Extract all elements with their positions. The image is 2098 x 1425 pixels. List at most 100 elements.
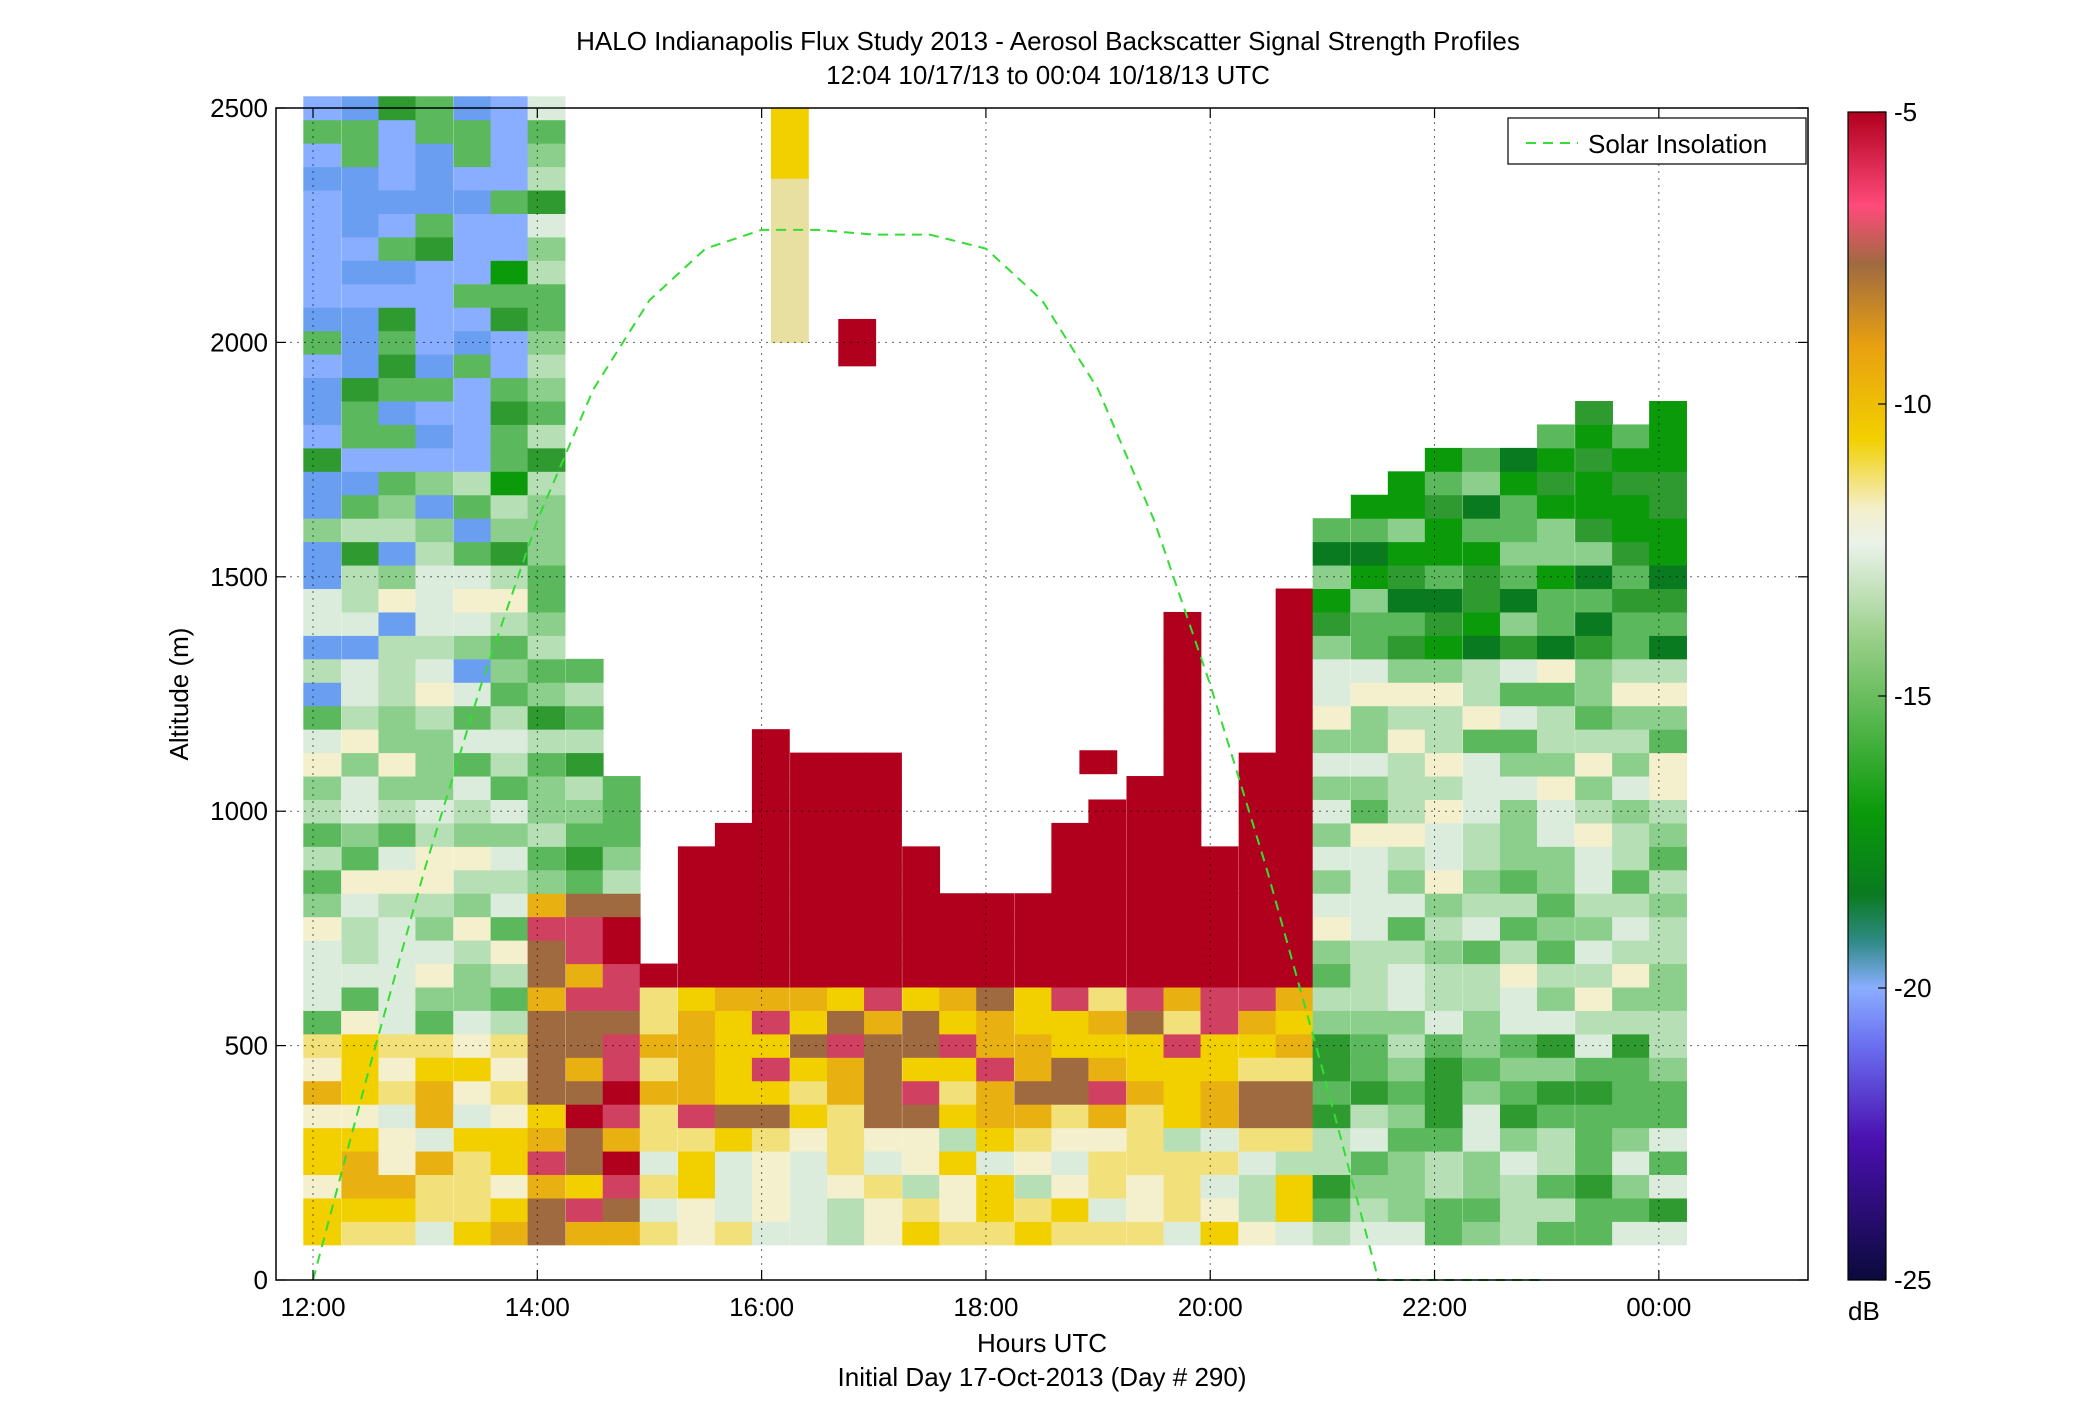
heatmap-cell [751, 1057, 790, 1082]
heatmap-cell [527, 799, 566, 824]
heatmap-cell [565, 705, 604, 730]
heatmap-cell [827, 752, 865, 777]
heatmap-cell [453, 471, 492, 496]
heatmap-cell [790, 963, 828, 988]
heatmap-cell [714, 1197, 753, 1222]
heatmap-cell [902, 916, 941, 941]
heatmap-cell [415, 236, 454, 261]
heatmap-cell [1575, 658, 1613, 683]
heatmap-cell [1200, 987, 1239, 1011]
heatmap-cell [1312, 799, 1351, 824]
heatmap-cell [602, 916, 641, 941]
heatmap-cell [751, 869, 790, 894]
heatmap-cell [490, 776, 529, 800]
heatmap-cell [1499, 752, 1538, 777]
heatmap-cell [453, 447, 492, 472]
heatmap-cell [602, 869, 641, 894]
heatmap-cell [1575, 1197, 1613, 1222]
heatmap-cell [1200, 846, 1239, 871]
heatmap-cell [902, 1127, 941, 1152]
heatmap-cell [1424, 916, 1463, 941]
heatmap-cell [1088, 822, 1127, 847]
heatmap-cell [1536, 705, 1575, 730]
heatmap-cell [527, 447, 566, 472]
heatmap-cell [714, 1104, 753, 1129]
heatmap-cell [1387, 565, 1426, 590]
heatmap-cell [341, 1174, 380, 1199]
heatmap-cell [602, 1174, 641, 1199]
colorbar-tick-label: -25 [1894, 1265, 1932, 1295]
heatmap-cell [976, 940, 1015, 965]
heatmap-cell [1350, 611, 1389, 636]
heatmap-cell [1238, 752, 1277, 777]
heatmap-cell [1462, 776, 1501, 800]
heatmap-cell [453, 682, 492, 707]
heatmap-cell [864, 1151, 902, 1176]
heatmap-cell [1312, 963, 1351, 988]
x-axis-label: Hours UTC [977, 1328, 1107, 1358]
heatmap-cell [1238, 893, 1277, 918]
heatmap-cell [1649, 1010, 1687, 1035]
heatmap-cell [827, 1010, 865, 1035]
heatmap-cell [415, 401, 454, 425]
heatmap-cell [602, 1080, 641, 1105]
heatmap-cell [1649, 752, 1687, 777]
heatmap-cell [303, 401, 342, 425]
heatmap-cell [1051, 1104, 1090, 1129]
heatmap-cell [1312, 1174, 1351, 1199]
heatmap-cell [639, 1104, 678, 1129]
heatmap-cell [1126, 1104, 1165, 1129]
heatmap-cell [303, 705, 342, 730]
heatmap-cell [1350, 1104, 1389, 1129]
heatmap-cell [1536, 729, 1575, 754]
heatmap-cell [1163, 752, 1202, 777]
heatmap-cell [751, 963, 790, 988]
heatmap-cell [1387, 1080, 1426, 1105]
heatmap-cell [1575, 752, 1613, 777]
heatmap-cell [453, 705, 492, 730]
heatmap-cell [1200, 1127, 1239, 1152]
heatmap-cell [1424, 1033, 1463, 1058]
heatmap-cell [1275, 705, 1314, 730]
heatmap-cell [864, 940, 902, 965]
heatmap-cell [1612, 987, 1650, 1011]
heatmap-cell [453, 494, 492, 519]
heatmap-cell [378, 190, 417, 214]
heatmap-cell [1126, 1010, 1165, 1035]
heatmap-cell [527, 635, 566, 660]
heatmap-cell [1275, 1127, 1314, 1152]
heatmap-cell [1387, 494, 1426, 519]
heatmap-cell [341, 424, 380, 449]
heatmap-cell [378, 1151, 417, 1176]
heatmap-cell [714, 1127, 753, 1152]
heatmap-cell [303, 1197, 342, 1222]
heatmap-cell [1350, 1221, 1389, 1246]
heatmap-cell [341, 1197, 380, 1222]
heatmap-cell [1612, 1151, 1650, 1176]
heatmap-cell [976, 893, 1015, 918]
heatmap-cell [490, 1197, 529, 1222]
heatmap-cell [378, 940, 417, 965]
heatmap-cell [1051, 940, 1090, 965]
heatmap-cell [415, 518, 454, 543]
heatmap-cell [1612, 846, 1650, 871]
heatmap-cell [677, 1174, 716, 1199]
heatmap-cell [303, 869, 342, 894]
heatmap-cell [1387, 1057, 1426, 1082]
heatmap-cell [1575, 1151, 1613, 1176]
heatmap-cell [453, 940, 492, 965]
heatmap-cell [790, 1127, 828, 1152]
heatmap-cell [453, 401, 492, 425]
heatmap-cell [1612, 776, 1650, 800]
heatmap-cell [565, 1104, 604, 1129]
heatmap-cell [415, 377, 454, 402]
heatmap-cell [415, 213, 454, 238]
heatmap-cell [976, 1010, 1015, 1035]
heatmap-cell [639, 1057, 678, 1082]
heatmap-cell [1612, 1174, 1650, 1199]
heatmap-cell [1387, 776, 1426, 800]
heatmap-cell [453, 541, 492, 566]
heatmap-cell [1575, 776, 1613, 800]
heatmap-cell [303, 1221, 342, 1246]
heatmap-cell [415, 635, 454, 660]
